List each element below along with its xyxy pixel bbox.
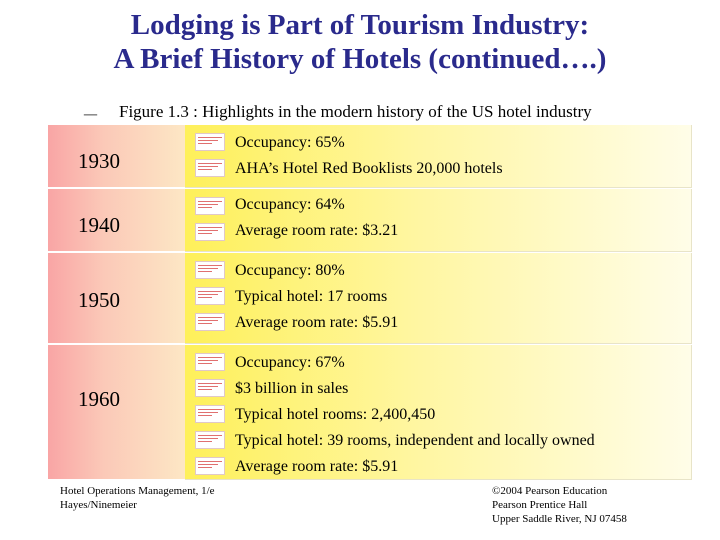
year-cell-1940: 1940	[48, 189, 188, 251]
detail-cell-1960: Occupancy: 67% $3 billion in sales Typic…	[185, 345, 692, 480]
note-thumbnail-icon	[195, 353, 225, 371]
detail-cell-1930: Occupancy: 65% AHA’s Hotel Red Booklists…	[185, 125, 692, 188]
note-thumbnail-icon	[195, 159, 225, 177]
note-thumbnail-icon	[195, 261, 225, 279]
year-label: 1940	[78, 213, 120, 237]
note-thumbnail-icon	[195, 431, 225, 449]
detail-line: Occupancy: 65%	[235, 134, 345, 151]
detail-line: $3 billion in sales	[235, 380, 349, 397]
detail-line: Average room rate: $5.91	[235, 458, 399, 475]
detail-line: Occupancy: 64%	[235, 196, 345, 213]
detail-line: AHA’s Hotel Red Booklists 20,000 hotels	[235, 160, 503, 177]
detail-line: Occupancy: 67%	[235, 354, 345, 371]
detail-line: Average room rate: $5.91	[235, 314, 399, 331]
note-thumbnail-icon	[195, 197, 225, 215]
year-label: 1950	[78, 288, 120, 312]
year-label: 1930	[78, 149, 120, 173]
footer-book-title: Hotel Operations Management, 1/e	[60, 485, 215, 497]
note-thumbnail-icon	[195, 133, 225, 151]
subtitle-bullet: –	[84, 98, 97, 127]
footer-address: Upper Saddle River, NJ 07458	[492, 513, 627, 525]
detail-line: Average room rate: $3.21	[235, 222, 399, 239]
note-thumbnail-icon	[195, 223, 225, 241]
footer-authors: Hayes/Ninemeier	[60, 499, 137, 511]
slide-title-line-2: A Brief History of Hotels (continued….)	[113, 43, 607, 75]
detail-line: Occupancy: 80%	[235, 262, 345, 279]
figure-caption: Figure 1.3 : Highlights in the modern hi…	[119, 102, 592, 121]
detail-cell-1950: Occupancy: 80% Typical hotel: 17 rooms A…	[185, 253, 692, 344]
footer-right: ©2004 Pearson Education Pearson Prentice…	[492, 484, 627, 526]
detail-cell-1940: Occupancy: 64% Average room rate: $3.21	[185, 189, 692, 252]
footer-left: Hotel Operations Management, 1/e Hayes/N…	[60, 484, 215, 512]
year-cell-1930: 1930	[48, 125, 188, 187]
note-thumbnail-icon	[195, 313, 225, 331]
slide-title: Lodging is Part of Tourism Industry: A B…	[0, 8, 720, 76]
footer-publisher: Pearson Prentice Hall	[492, 499, 588, 511]
detail-line: Typical hotel rooms: 2,400,450	[235, 406, 436, 423]
note-thumbnail-icon	[195, 379, 225, 397]
note-thumbnail-icon	[195, 457, 225, 475]
slide-title-line-1: Lodging is Part of Tourism Industry:	[130, 9, 590, 41]
note-thumbnail-icon	[195, 405, 225, 423]
year-cell-1960: 1960	[48, 345, 188, 479]
year-cell-1950: 1950	[48, 253, 188, 343]
note-thumbnail-icon	[195, 287, 225, 305]
detail-line: Typical hotel: 17 rooms	[235, 288, 388, 305]
year-label: 1960	[78, 387, 120, 411]
detail-line: Typical hotel: 39 rooms, independent and…	[235, 432, 595, 449]
footer-copyright: ©2004 Pearson Education	[492, 485, 608, 497]
